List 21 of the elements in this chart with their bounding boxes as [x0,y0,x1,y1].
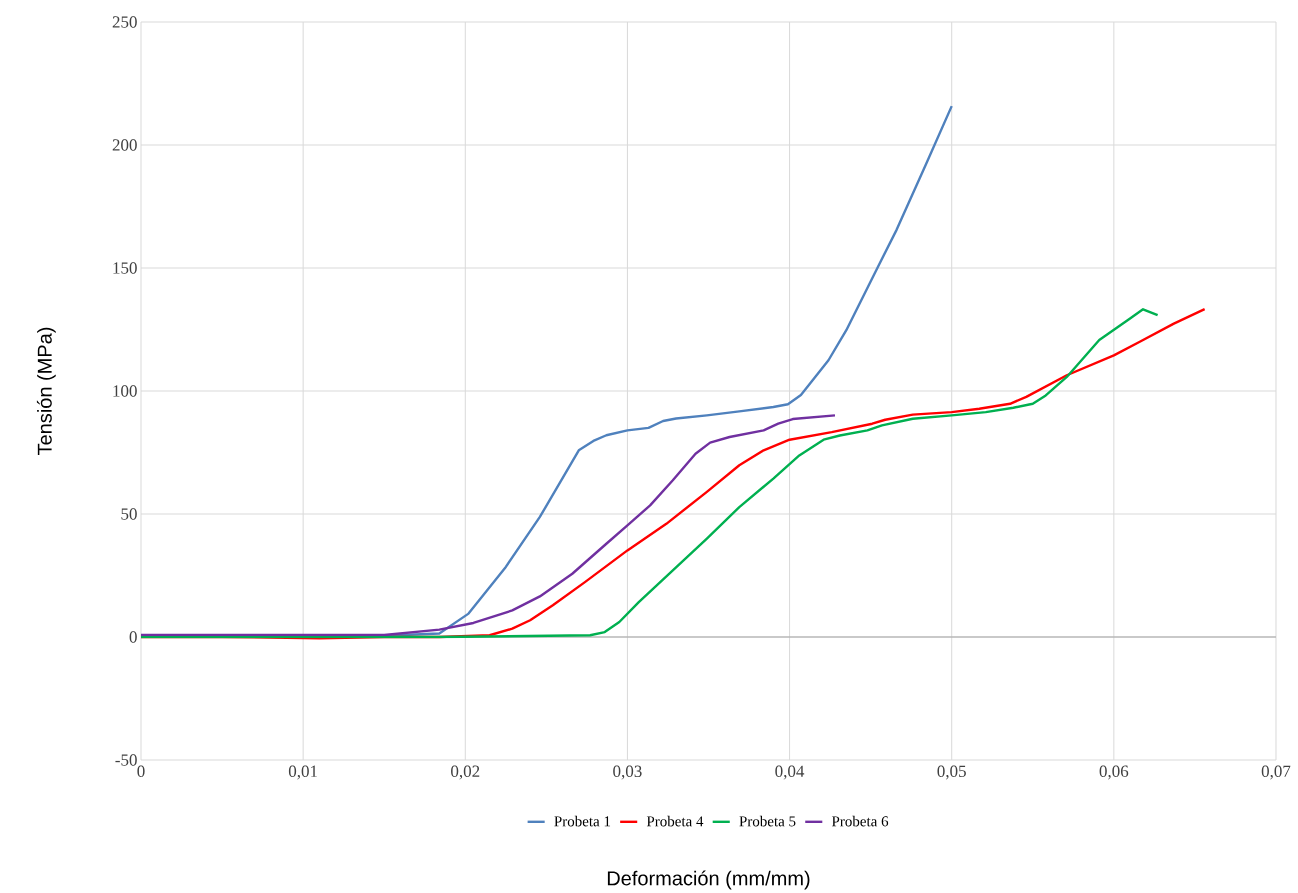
x-tick-label: 0,07 [1261,765,1291,780]
x-axis-title: Deformación (mm/mm) [607,870,810,890]
legend-label: Probeta 6 [831,815,889,827]
y-tick-label: 50 [121,508,137,520]
legend-label: Probeta 4 [646,815,704,827]
y-tick-label: 0 [129,631,137,643]
y-tick-label: -50 [115,754,137,766]
x-tick-label: 0,05 [937,765,966,780]
y-tick-label: 250 [112,16,137,28]
x-tick-label: 0,02 [451,765,480,780]
legend-label: Probeta 1 [554,815,611,827]
x-tick-label: 0,01 [288,765,317,780]
x-tick-label: 0,04 [775,765,805,780]
x-tick-label: 0,03 [613,765,642,780]
y-tick-label: 200 [112,139,137,151]
legend-label: Probeta 5 [739,815,796,827]
x-tick-label: 0 [137,765,145,778]
y-axis-title: Tensión (MPa) [36,327,56,456]
y-tick-label: 100 [113,385,137,397]
y-tick-label: 150 [113,262,137,274]
x-tick-label: 0,06 [1099,765,1129,780]
